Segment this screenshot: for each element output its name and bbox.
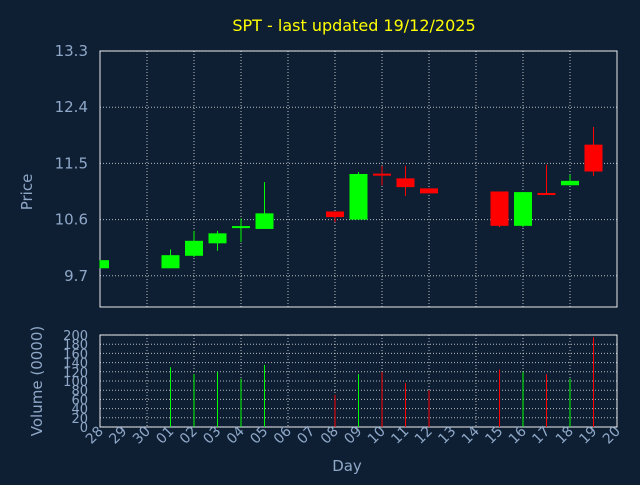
candlestick xyxy=(185,230,203,258)
volume-axis-label: Volume (0000) xyxy=(28,326,46,436)
chart-title: SPT - last updated 19/12/2025 xyxy=(232,16,475,35)
candlestick xyxy=(349,172,368,220)
candle-body xyxy=(208,233,227,244)
volume-tick-label: 120 xyxy=(63,366,88,381)
candle-body xyxy=(161,255,180,269)
candle-body xyxy=(561,180,579,186)
candle-body xyxy=(514,192,532,226)
price-tick-label: 11.5 xyxy=(55,154,88,172)
volume-tick-label: 180 xyxy=(63,338,88,353)
candlestick xyxy=(490,191,509,228)
candlestick xyxy=(373,165,391,186)
candlestick xyxy=(420,188,438,194)
candlestick xyxy=(537,164,556,195)
candlestick xyxy=(396,165,415,196)
candlestick xyxy=(561,174,579,186)
candlestick xyxy=(584,127,603,176)
candle-body xyxy=(255,213,274,229)
candle-body xyxy=(185,240,203,256)
y-axis-label: Price xyxy=(18,174,36,211)
candle-body xyxy=(349,174,368,220)
volume-tick-label: 20 xyxy=(71,412,88,427)
candle-body xyxy=(232,226,250,229)
candlestick xyxy=(326,211,344,223)
x-axis: 28 29 30 01 02 03 04 05 06 07 08 09 10 11 12 13 14 15 16 17… xyxy=(83,423,624,447)
candle-body xyxy=(490,191,509,226)
volume-tick-label: 40 xyxy=(71,403,88,418)
price-tick-label: 9.7 xyxy=(64,267,88,285)
volume-tick-label: 160 xyxy=(63,347,88,362)
candle-body xyxy=(420,188,438,194)
candlestick xyxy=(208,230,227,251)
volume-tick-label: 80 xyxy=(71,384,88,399)
candle-body xyxy=(584,144,603,172)
candle-body xyxy=(326,211,344,218)
candle-body xyxy=(373,173,391,176)
candlestick xyxy=(255,182,274,229)
candle-body xyxy=(396,178,415,188)
volume-tick-label: 140 xyxy=(63,357,88,372)
candlestick xyxy=(232,218,250,243)
price-tick-label: 12.4 xyxy=(55,98,88,116)
volume-tick-label: 0 xyxy=(80,421,88,436)
x-axis-label: Day xyxy=(332,457,362,475)
volume-tick-label: 100 xyxy=(63,375,88,390)
candlestick xyxy=(514,192,532,228)
price-tick-label: 13.3 xyxy=(55,42,88,60)
price-tick-label: 10.6 xyxy=(55,211,88,229)
volume-tick-label: 200 xyxy=(63,329,88,344)
candlestick xyxy=(161,249,180,269)
price-panel: 13.3 12.4 11.5 10.6 9.7 xyxy=(55,42,618,308)
candle-body xyxy=(100,260,109,269)
candle-body xyxy=(537,192,556,195)
candlestick xyxy=(99,260,109,269)
volume-tick-label: 60 xyxy=(71,393,88,408)
